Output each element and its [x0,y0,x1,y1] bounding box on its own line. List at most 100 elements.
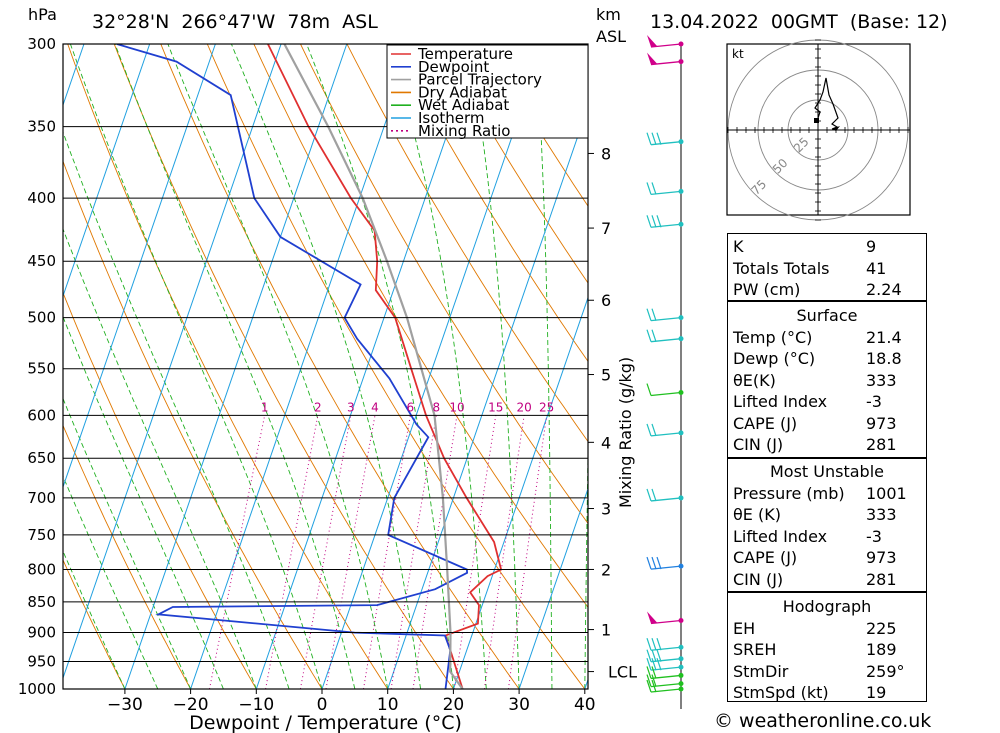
mixing-ratio-label: 2 [314,400,322,414]
index-label: K [733,237,744,256]
height-tick-label: 5 [601,366,611,385]
surface-label: CAPE (J) [733,413,798,433]
surface-row: CIN (J) 281 [728,434,926,456]
wet-adiabat [535,44,553,689]
mixing-ratio-label: 1 [261,400,269,414]
legend-label: Temperature [417,45,513,63]
wind-barb [646,556,684,570]
mixing-ratio-line [390,415,437,689]
credit-link[interactable]: © weatheronline.co.uk [714,710,932,732]
most-unstable-label: Lifted Index [733,526,828,546]
surface-value: 973 [866,413,897,433]
pressure-tick-label: 850 [27,593,56,611]
wet-adiabat [306,44,454,689]
surface-row: CAPE (J) 973 [728,413,926,435]
wind-barb [646,423,684,437]
mixing-ratio-line [209,415,266,689]
wind-barb [646,657,684,671]
hodograph-table-value: 189 [866,640,897,659]
wet-adiabat [63,315,224,689]
pressure-tick-label: 1000 [18,680,56,698]
pressure-tick-label: 950 [27,653,56,671]
most-unstable-row: Pressure (mb) 1001 [728,483,926,505]
temp-tick-label: 0 [317,695,328,715]
wind-barb [647,611,684,625]
wet-adiabat [63,475,159,689]
isotherm [321,44,545,689]
surface-row: θE(K) 333 [728,370,926,392]
mixing-ratio-label: 20 [517,400,532,414]
hodograph-unit-label: kt [732,47,744,61]
hodograph-title: Hodograph [782,597,872,616]
wind-barb [647,35,684,48]
dry-adiabat [253,44,588,609]
pressure-tick-label: 750 [27,526,56,544]
wind-barb [646,638,684,651]
hodograph-table-label: StmDir [733,661,789,681]
temperature-line [267,44,503,689]
surface-label: CIN (J) [733,435,784,454]
surface-value: 18.8 [866,349,902,368]
most-unstable-panel: Most Unstable Pressure (mb) 1001 θE (K) 333… [727,458,927,592]
index-label: Totals Totals [733,258,830,278]
most-unstable-value: -3 [866,526,882,546]
hodograph-table-label: EH [733,618,756,638]
datetime-title: 13.04.2022 00GMT (Base: 12) [650,11,948,33]
wind-barb [646,488,684,502]
dry-adiabat [63,424,191,689]
surface-label: Temp (°C) [733,327,813,347]
most-unstable-value: 281 [866,569,897,589]
wind-barb [646,674,684,688]
height-tick-label: 6 [601,291,611,310]
wet-adiabat [467,44,520,689]
index-value: 41 [866,258,887,278]
pressure-tick-label: 550 [27,360,56,378]
dry-adiabat [63,160,323,689]
isotherm [518,487,588,689]
legend-label: Dry Adiabat [418,83,507,101]
index-row: PW (cm) 2.24 [728,279,926,301]
pressure-tick-label: 650 [27,449,56,467]
mixing-ratio-label: 10 [449,400,464,414]
wind-barb [646,215,684,228]
hodograph-table-label: SREH [733,640,777,659]
hodograph-table-row: StmDir 259° [728,661,926,683]
isotherm [63,44,151,298]
temp-tick-label: 40 [574,695,596,715]
dry-adiabat [393,44,588,363]
most-unstable-value: 973 [866,548,897,567]
dry-adiabat [983,26,1000,689]
surface-title: Surface [796,306,858,325]
isotherm [190,44,413,689]
location-title: 32°28'N 266°47'W 78m ASL [92,11,378,33]
wet-adiabat [230,44,422,689]
hodograph-table-label: StmSpd (kt) [733,683,829,702]
km-label: km [596,5,621,24]
dry-adiabat [300,44,588,525]
isotherm [124,44,348,689]
height-tick-label: 8 [601,144,611,163]
pressure-tick-label: 400 [27,189,56,207]
legend-label: Wet Adiabat [418,96,509,114]
storm-motion-marker [832,126,840,131]
parcel-trajectory-line [283,44,464,689]
dry-adiabat [937,26,1000,689]
mixing-ratio-line [299,415,352,689]
mixing-ratio-label: 4 [371,400,379,414]
mixing-ratio-label: 3 [347,400,355,414]
hpa-label: hPa [28,5,57,24]
hodograph-table-value: 225 [866,618,897,638]
isotherm [387,105,588,689]
surface-value: 21.4 [866,327,902,347]
hodograph-surface-marker [814,118,819,123]
wet-adiabat [63,397,192,689]
wet-adiabat [167,44,389,689]
legend-box [386,44,589,139]
dry-adiabat [63,558,126,689]
isotherm [255,44,479,689]
index-value: 9 [866,237,877,256]
height-tick-label: 3 [601,500,611,519]
surface-label: θE(K) [733,370,776,390]
most-unstable-label: θE (K) [733,505,781,524]
legend-label: Parcel Trajectory [418,71,542,89]
